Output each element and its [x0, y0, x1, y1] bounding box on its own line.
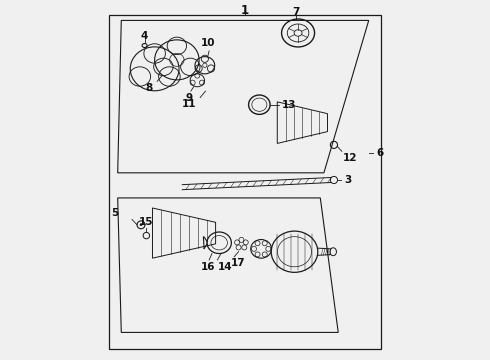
Text: 11: 11	[182, 99, 196, 109]
Text: 17: 17	[231, 258, 246, 268]
Text: 4: 4	[141, 31, 148, 41]
Text: 9: 9	[186, 93, 193, 103]
Circle shape	[140, 224, 142, 226]
Text: 15: 15	[139, 217, 154, 226]
Text: 6: 6	[376, 148, 383, 158]
Text: 1: 1	[241, 4, 249, 17]
Text: 5: 5	[112, 208, 119, 219]
Text: 10: 10	[201, 38, 216, 48]
Bar	[109, 15, 381, 348]
Text: 13: 13	[282, 100, 296, 110]
Text: 12: 12	[343, 153, 358, 163]
Text: 16: 16	[201, 262, 216, 272]
Text: 3: 3	[344, 175, 351, 185]
Text: 14: 14	[218, 262, 232, 272]
Text: 8: 8	[146, 83, 153, 93]
Text: 7: 7	[293, 7, 300, 17]
